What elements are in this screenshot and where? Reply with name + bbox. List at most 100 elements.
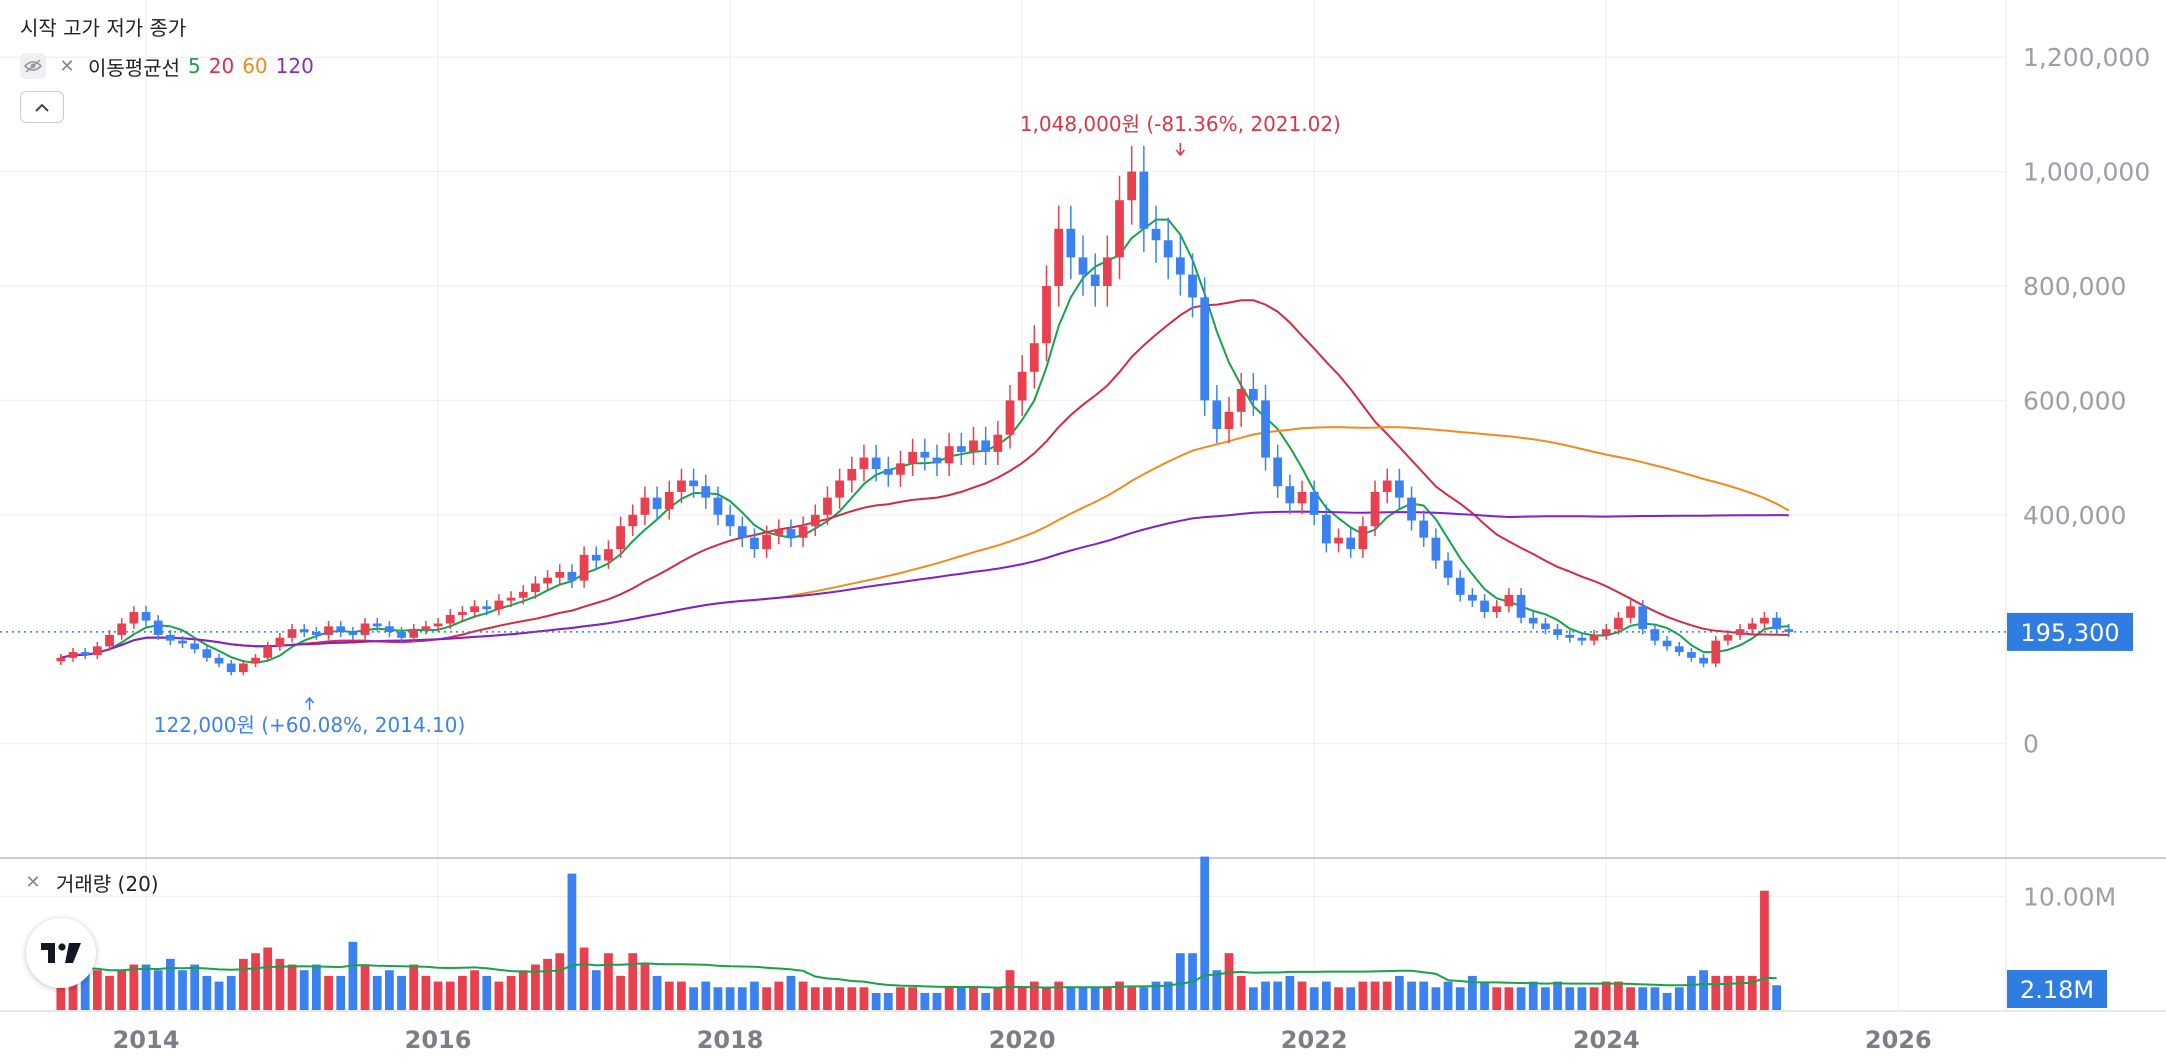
volume-bar bbox=[604, 953, 613, 1010]
volume-bar bbox=[1297, 981, 1307, 1010]
volume-bar bbox=[129, 964, 139, 1010]
candle-body bbox=[202, 649, 212, 658]
time-axis-label: 2020 bbox=[989, 1026, 1056, 1054]
volume-bar bbox=[421, 975, 431, 1010]
volume-bar bbox=[1005, 970, 1015, 1010]
candle-body bbox=[214, 657, 224, 664]
candle-body bbox=[823, 497, 832, 515]
current-price-badge bbox=[2007, 612, 2133, 651]
ma-title: 이동평균선 bbox=[88, 55, 180, 80]
volume-bar bbox=[56, 975, 66, 1010]
candle-body bbox=[433, 623, 443, 627]
candle-body bbox=[1309, 491, 1319, 515]
volume-bar bbox=[640, 964, 650, 1010]
candle-body bbox=[409, 629, 419, 638]
volume-bar bbox=[762, 987, 771, 1010]
volume-bar bbox=[1102, 987, 1112, 1010]
volume-bar bbox=[1017, 987, 1027, 1010]
volume-bar bbox=[823, 987, 832, 1010]
candle-body bbox=[1127, 171, 1137, 201]
candle-body bbox=[1565, 634, 1575, 638]
ma-period-60: 60 bbox=[242, 54, 268, 78]
candle-body bbox=[1455, 577, 1465, 595]
candle-body bbox=[1614, 617, 1623, 630]
volume-bar bbox=[628, 953, 638, 1010]
candle-body bbox=[1370, 491, 1380, 527]
candle-body bbox=[68, 652, 78, 658]
annotations: 195,300 2.18M 1,048,000원 (-81.36%, 2021.02… bbox=[0, 112, 2133, 1008]
candle-body bbox=[1224, 411, 1234, 429]
collapse-legend-button[interactable] bbox=[20, 91, 64, 123]
volume-bar bbox=[567, 873, 577, 1010]
tradingview-logo[interactable] bbox=[26, 918, 96, 988]
candle-body bbox=[1699, 657, 1708, 664]
volume-bar bbox=[202, 975, 212, 1010]
candle-body bbox=[178, 640, 187, 644]
volume-title: 거래량 (20) bbox=[56, 872, 159, 896]
candle-body bbox=[360, 623, 370, 635]
volume-bar bbox=[1029, 981, 1039, 1010]
candle-body bbox=[1285, 486, 1295, 504]
volume-bar bbox=[1395, 975, 1404, 1010]
high-annotation-arrow bbox=[1175, 143, 1185, 157]
candle-body bbox=[1261, 400, 1270, 458]
volume-bar bbox=[506, 975, 516, 1010]
volume-bar bbox=[494, 981, 504, 1010]
candle-body bbox=[238, 663, 248, 673]
tv-logo-icon bbox=[41, 943, 81, 963]
candle-body bbox=[1419, 520, 1429, 538]
candle-body bbox=[1358, 526, 1368, 550]
volume-bar bbox=[1468, 975, 1477, 1010]
candle-body bbox=[1723, 634, 1733, 641]
candle-body bbox=[1760, 617, 1769, 624]
volume-bar bbox=[664, 981, 674, 1010]
remove-volume-icon[interactable]: ✕ bbox=[25, 872, 41, 893]
axes: 0 400,000 600,000 800,000 1,000,000 1,200,000… bbox=[113, 43, 2151, 1054]
volume-bar bbox=[1090, 987, 1100, 1010]
candle-body bbox=[105, 634, 114, 647]
price-axis-label: 600,000 bbox=[2023, 386, 2126, 415]
volume-bar bbox=[372, 975, 382, 1010]
volume-bar bbox=[80, 970, 90, 1010]
volume-bar bbox=[1163, 981, 1173, 1010]
volume-bar bbox=[579, 947, 589, 1010]
volume-bar bbox=[835, 987, 845, 1010]
time-axis-label: 2014 bbox=[113, 1026, 180, 1054]
volume-bar bbox=[1735, 975, 1745, 1010]
volume-bar bbox=[883, 992, 893, 1010]
volume-bar bbox=[944, 987, 954, 1010]
volume-bar bbox=[1699, 970, 1708, 1010]
candle-body bbox=[251, 657, 260, 664]
candle-body bbox=[1029, 343, 1039, 372]
volume-bar bbox=[1589, 987, 1599, 1010]
candle-body bbox=[1346, 537, 1356, 550]
volume-bar bbox=[385, 970, 394, 1010]
volume-bar bbox=[1626, 987, 1635, 1010]
candle-body bbox=[1480, 600, 1489, 613]
volume-bar bbox=[141, 964, 151, 1010]
volume-bar bbox=[117, 970, 127, 1010]
time-axis-label: 2024 bbox=[1573, 1026, 1640, 1054]
visibility-toggle-icon[interactable] bbox=[20, 53, 46, 79]
candlesticks[interactable] bbox=[56, 145, 1794, 676]
candle-body bbox=[798, 526, 808, 538]
candle-body bbox=[1200, 297, 1210, 401]
volume-bar bbox=[336, 975, 346, 1010]
volume-bar bbox=[847, 987, 857, 1010]
volume-bar bbox=[190, 964, 200, 1010]
remove-indicator-icon[interactable]: ✕ bbox=[59, 55, 75, 77]
volume-bar bbox=[1455, 987, 1465, 1010]
volume-bars[interactable] bbox=[56, 856, 1781, 1010]
candle-body bbox=[56, 657, 66, 662]
volume-bar bbox=[1723, 975, 1733, 1010]
ma-period-5: 5 bbox=[188, 54, 201, 78]
candle-body bbox=[1772, 617, 1781, 630]
candle-body bbox=[1589, 634, 1599, 641]
ma-period-120: 120 bbox=[275, 54, 314, 78]
volume-bar bbox=[1115, 981, 1124, 1010]
volume-bar bbox=[1042, 987, 1051, 1010]
volume-bar bbox=[275, 958, 285, 1010]
candle-body bbox=[287, 629, 297, 638]
volume-bar bbox=[1711, 975, 1721, 1010]
